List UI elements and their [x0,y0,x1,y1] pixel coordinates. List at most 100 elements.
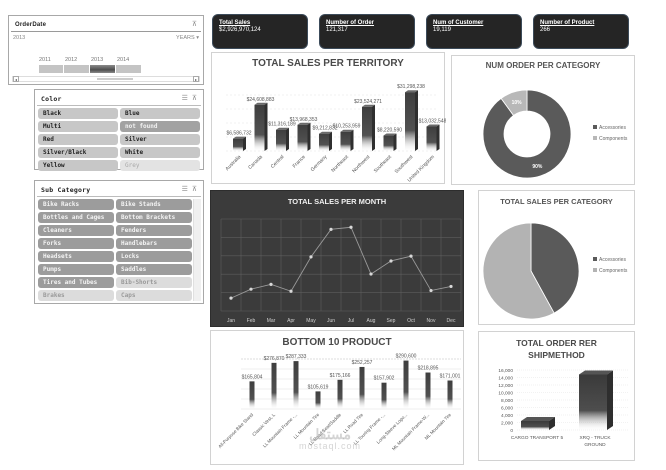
timeline-period-2013-selected[interactable] [90,65,115,73]
subcategory-item[interactable]: Pumps [38,264,114,275]
bar [340,131,351,151]
timeline-period-2012[interactable] [64,65,89,73]
color-item-not-found[interactable]: not found [120,121,200,132]
svg-text:Accessories: Accessories [599,257,626,263]
subcategory-item[interactable]: Bike Stands [116,199,192,210]
svg-text:$171,001: $171,001 [440,373,461,379]
timeline-years: 2011 2012 2013 2014 [39,57,143,63]
bar [383,135,394,151]
clear-filter-icon[interactable]: ⊼ [191,186,197,193]
subcategory-slicer-items: Bike Racks Bike Stands Bottles and Cages… [35,197,193,303]
svg-text:Germany: Germany [310,154,329,173]
color-item-silver[interactable]: Silver [120,134,200,145]
sales-category-pie: Accessories Components [482,222,628,320]
clear-filter-icon[interactable]: ⊼ [191,95,197,102]
svg-text:Northwest: Northwest [351,154,372,175]
svg-text:XRQ - TRUCK: XRQ - TRUCK [579,435,611,441]
color-item-white[interactable]: White [120,147,200,158]
subcategory-item[interactable]: Tires and Tubes [38,277,114,288]
subcategory-item[interactable]: Bottles and Cages [38,212,114,223]
svg-text:$276,870: $276,870 [264,356,285,362]
svg-text:All-Purpose Bike Stand: All-Purpose Bike Stand [217,412,254,449]
subcategory-item[interactable]: Locks [116,251,192,262]
orderdate-slicer-title: OrderDate [15,21,47,28]
scroll-right-icon[interactable]: ▸ [193,76,199,82]
multi-select-icon[interactable]: ☰ [181,95,188,102]
subcategory-item[interactable]: Saddles [116,264,192,275]
subcategory-item[interactable]: Bottom Brackets [116,212,192,223]
subcategory-item[interactable]: Bike Racks [38,199,114,210]
bar [405,92,415,151]
svg-text:4,000: 4,000 [501,413,513,419]
chart-bottom-products: BOTTOM 10 PRODUCT $165,804 All-Purpose Bi… [210,330,464,465]
kpi-number-of-order: Number of Order 121,317 [319,14,415,49]
subcategory-slicer-header: Sub Category ☰ ⊼ [37,183,201,197]
subcategory-item[interactable]: Bib-Shorts [116,277,192,288]
subcategory-item[interactable]: Cleaners [38,225,114,236]
subcategory-item[interactable]: Caps [116,290,192,301]
svg-text:Oct: Oct [407,318,415,324]
scroll-left-icon[interactable]: ◂ [13,76,19,82]
svg-text:$290,600: $290,600 [396,354,417,360]
timeline-bar [39,65,141,73]
subcategory-item[interactable]: Headsets [38,251,114,262]
timeline-year-2011: 2011 [39,57,51,63]
svg-text:Northeast: Northeast [330,154,350,174]
color-item-yellow[interactable]: Yellow [38,160,118,171]
svg-text:Components: Components [599,268,628,274]
svg-text:$287,333: $287,333 [286,354,307,360]
kpi-number-of-product: Number of Product 266 [533,14,629,49]
bar [319,133,329,151]
color-item-multi[interactable]: Multi [38,121,118,132]
subcategory-item[interactable]: Forks [38,238,114,249]
svg-text:$157,902: $157,902 [374,376,395,382]
watermark: مستقل mostaql.com [299,427,361,451]
chart-sales-category: TOTAL SALES PER CATEGORY Accessories Comp… [478,190,635,325]
timeline-period-2014[interactable] [116,65,141,73]
svg-text:Accessories: Accessories [599,125,626,131]
svg-text:Feb: Feb [247,318,256,324]
svg-text:$175,166: $175,166 [330,373,351,379]
chart-title: NUM ORDER PER CATEGORY [485,61,601,70]
svg-text:2,000: 2,000 [501,421,513,427]
svg-text:Southwest: Southwest [394,154,415,175]
svg-text:10%: 10% [512,100,523,106]
subcategory-item[interactable]: Handlebars [116,238,192,249]
color-slicer-box: Color ☰ ⊼ Black Blue Multi not found Red… [34,89,204,173]
svg-text:12,000: 12,000 [498,383,513,389]
timeline-scroll-thumb[interactable] [97,78,133,80]
svg-text:90%: 90% [532,164,543,170]
color-item-silver-black[interactable]: Silver/Black [38,147,118,158]
kpi-total-sales: Total Sales $2,926,970,124 [212,14,308,49]
color-item-red[interactable]: Red [38,134,118,145]
subcategory-item[interactable]: Fenders [116,225,192,236]
svg-text:Apr: Apr [287,318,295,324]
chart-title: TOTAL SALES PER MONTH [287,197,387,206]
subcategory-item[interactable]: Brakes [38,290,114,301]
svg-text:GROUND: GROUND [584,442,606,448]
clear-filter-icon[interactable]: ⊼ [191,21,197,28]
svg-text:$24,608,883: $24,608,883 [247,97,275,103]
multi-select-icon[interactable]: ☰ [181,186,188,193]
period-level-dropdown[interactable]: YEARS ▾ [176,35,199,41]
territory-bar-chart: $6,586,732 Australia $24,608,883 Canada $11,… [224,84,446,183]
kpi-value: 19,119 [433,27,451,33]
subcategory-scrollbar[interactable] [193,199,201,301]
color-slicer-items: Black Blue Multi not found Red Silver Si… [35,106,203,173]
orderdate-slicer-header: OrderDate ⊼ [11,18,201,32]
chart-title: TOTAL SALES PER CATEGORY [500,197,613,206]
svg-text:$105,619: $105,619 [308,384,329,390]
svg-text:Aug: Aug [367,318,376,324]
timeline-scrollbar[interactable]: ◂ ▸ [12,76,200,82]
timeline-year-2014: 2014 [117,57,130,63]
bar [362,106,372,151]
color-item-black[interactable]: Black [38,108,118,119]
color-item-blue[interactable]: Blue [120,108,200,119]
color-item-grey[interactable]: Grey [120,160,200,171]
timeline-period-2011[interactable] [39,65,63,73]
svg-text:$23,524,271: $23,524,271 [354,99,382,105]
svg-text:$218,895: $218,895 [418,366,439,372]
svg-text:$9,212,832: $9,212,832 [312,126,337,132]
chart-order-category: NUM ORDER PER CATEGORY 90% 10% Accessories… [451,55,635,185]
color-slicer-title: Color [41,94,62,103]
